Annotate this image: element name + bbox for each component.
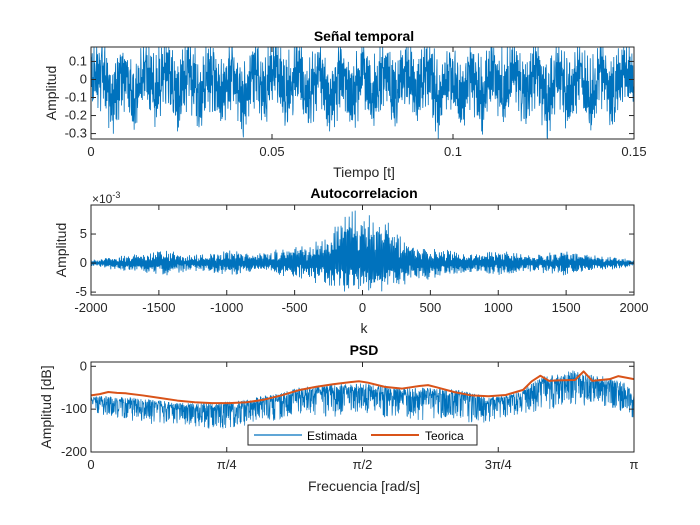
x-tick-label: π <box>630 457 639 472</box>
y-axis-label-3: Amplitud [dB] <box>38 365 54 448</box>
y-tick-label: -0.1 <box>65 90 87 105</box>
x-tick-label: -1500 <box>142 300 175 315</box>
autocorrelation-series <box>91 210 634 292</box>
y-axis-label-1: Amplitud <box>43 66 59 120</box>
x-tick-label: 0 <box>87 457 94 472</box>
x-ticks-3: 0 π/4 π/2 3π/4 π <box>87 362 639 472</box>
x-axis-label-3: Frecuencia [rad/s] <box>308 478 420 494</box>
y-tick-label: 0.1 <box>69 53 87 68</box>
y-tick-label: -200 <box>61 444 87 459</box>
y-tick-label: 5 <box>80 226 87 241</box>
axes-box-1 <box>90 46 635 140</box>
x-tick-label: 2000 <box>620 300 649 315</box>
psd-series <box>91 370 634 429</box>
y-ticks-1: 0.1 0 -0.1 -0.2 -0.3 <box>65 53 634 141</box>
x-tick-label: π/4 <box>217 457 237 472</box>
x-tick-label: π/2 <box>353 457 373 472</box>
x-ticks-1: 0 0.05 0.1 0.15 <box>87 47 647 159</box>
x-tick-label: 3π/4 <box>485 457 512 472</box>
x-tick-label: 1500 <box>552 300 581 315</box>
x-tick-label: 0.15 <box>621 144 646 159</box>
x-axis-label-2: k <box>361 320 369 336</box>
x-tick-label: -2000 <box>74 300 107 315</box>
x-tick-label: -500 <box>282 300 308 315</box>
x-tick-label: 1000 <box>484 300 513 315</box>
signal-series <box>91 47 634 139</box>
y-tick-label: 0 <box>80 358 87 373</box>
x-tick-label: 0.1 <box>444 144 462 159</box>
x-tick-label: 500 <box>420 300 442 315</box>
legend-box <box>247 424 478 446</box>
chart-title-1: Señal temporal <box>314 28 414 44</box>
y-tick-label: -0.3 <box>65 126 87 141</box>
x-tick-label: 0 <box>87 144 94 159</box>
legend: Estimada Teorica <box>247 424 478 446</box>
subplot-psd: PSD 0 π/4 π/2 3π/4 π 0 -100 -200 Frecuencia [r… <box>38 342 639 494</box>
y-tick-label: -0.2 <box>65 108 87 123</box>
signal-line <box>91 47 634 139</box>
x-tick-label: -1000 <box>210 300 243 315</box>
x-tick-label: 0.05 <box>259 144 284 159</box>
subplot-autocorrelacion: Autocorrelacion ×10-3 -2000 -1500 -1000 -50… <box>53 185 648 336</box>
autocorrelation-line <box>91 210 634 292</box>
subplot-senal-temporal: Señal temporal 0 0.05 0.1 0.15 0.1 0 -0.1 -0.2… <box>43 28 647 180</box>
y-tick-label: -100 <box>61 401 87 416</box>
y-ticks-3: 0 -100 -200 <box>61 358 634 459</box>
chart-title-3: PSD <box>350 342 379 358</box>
legend-label-teorica: Teorica <box>425 429 464 443</box>
legend-label-estimada: Estimada <box>307 429 357 443</box>
y-tick-label: 0 <box>80 255 87 270</box>
x-ticks-2: -2000 -1500 -1000 -500 0 500 1000 1500 2000 <box>74 205 648 315</box>
chart-title-2: Autocorrelacion <box>310 185 417 201</box>
y-ticks-2: 5 0 -5 <box>75 226 634 299</box>
psd-teorica-line <box>91 370 634 405</box>
y-axis-label-2: Amplitud <box>53 223 69 277</box>
exponent-label: ×10-3 <box>92 190 120 206</box>
x-axis-label-1: Tiempo [t] <box>333 164 395 180</box>
y-tick-label: 0 <box>80 71 87 86</box>
x-tick-label: 0 <box>359 300 366 315</box>
y-tick-label: -5 <box>75 284 87 299</box>
